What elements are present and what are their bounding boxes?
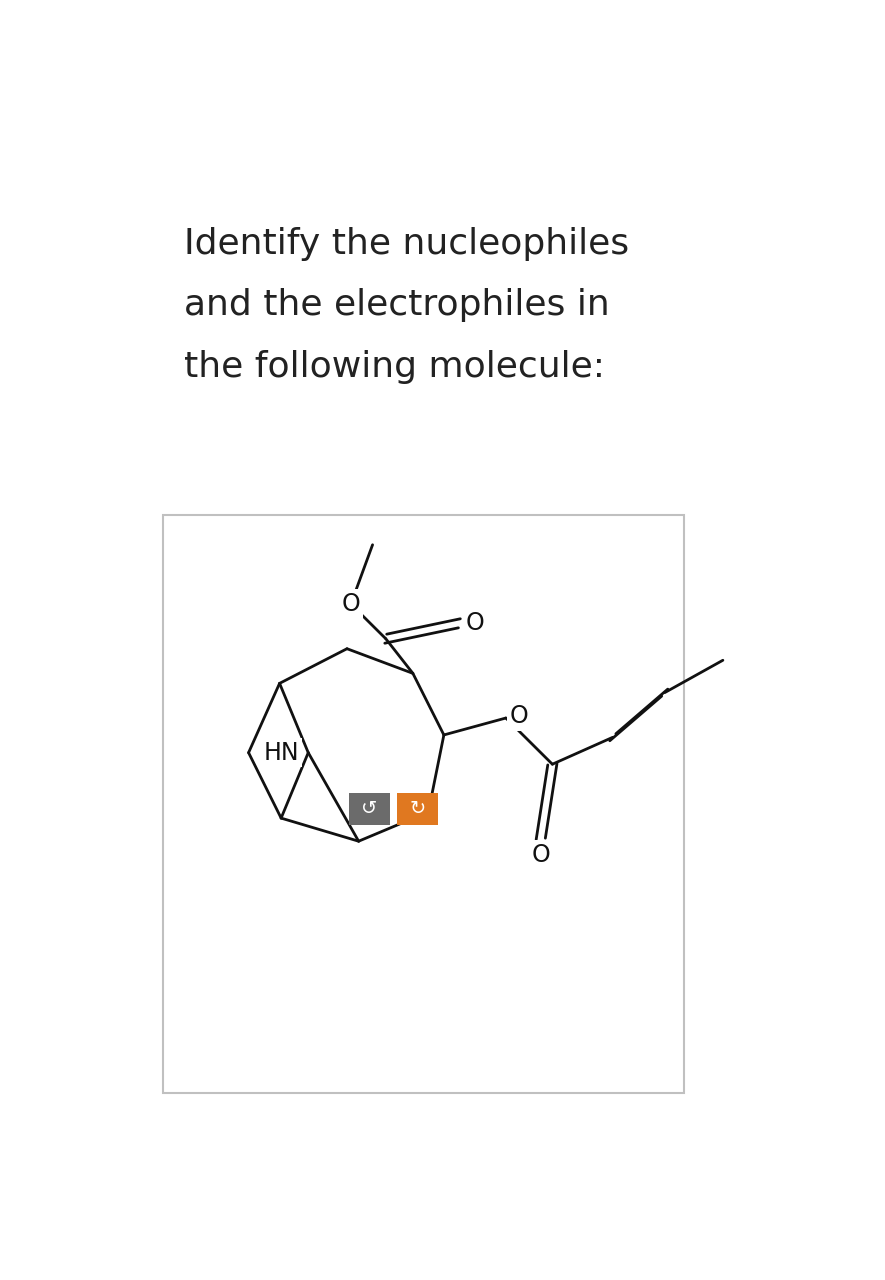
Text: Identify the nucleophiles: Identify the nucleophiles — [184, 227, 629, 261]
Text: ↻: ↻ — [410, 800, 426, 818]
FancyBboxPatch shape — [350, 792, 389, 826]
Text: the following molecule:: the following molecule: — [184, 349, 605, 384]
FancyBboxPatch shape — [397, 792, 438, 826]
Bar — [164, 516, 684, 1093]
Text: HN: HN — [264, 741, 299, 764]
Text: O: O — [510, 704, 528, 728]
Text: ↺: ↺ — [361, 800, 378, 818]
Text: O: O — [342, 593, 360, 616]
Text: O: O — [466, 612, 484, 635]
Text: O: O — [531, 842, 550, 867]
Text: and the electrophiles in: and the electrophiles in — [184, 288, 610, 323]
